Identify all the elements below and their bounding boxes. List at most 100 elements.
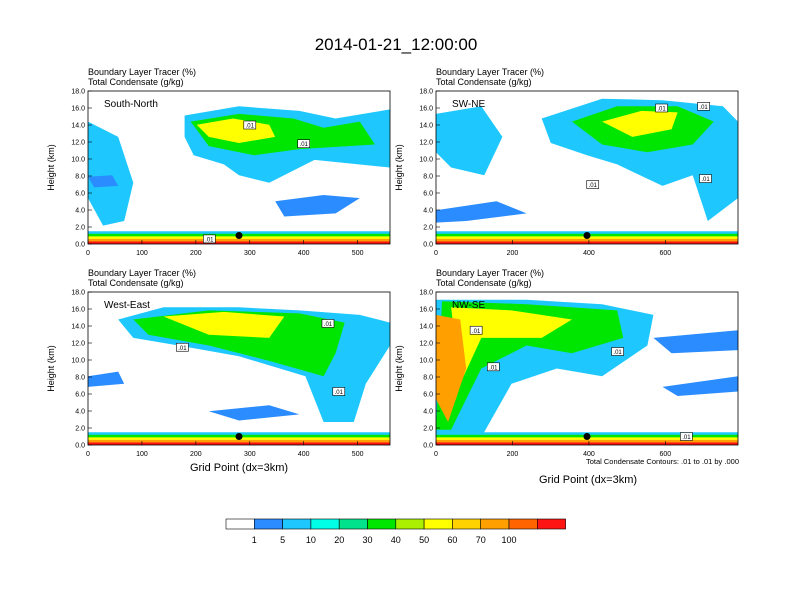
contour-label: .01 [682, 435, 691, 441]
colorbar-swatch [367, 518, 397, 530]
contour-label: .01 [472, 329, 481, 335]
y-tick-label: 18.0 [71, 290, 85, 297]
tracer-contour-band [88, 121, 134, 226]
y-tick-label: 16.0 [419, 106, 433, 113]
panel-south-north: Boundary Layer Tracer (%)Total Condensat… [46, 67, 391, 257]
y-tick-label: 0.0 [423, 242, 433, 249]
y-axis-title: Height (km) [46, 345, 56, 392]
x-axis-title-left: Grid Point (dx=3km) [190, 462, 288, 474]
y-tick-label: 6.0 [75, 392, 85, 399]
colorbar: 1 5 10 20 30 40 50 60 70 100 [225, 518, 566, 545]
y-tick-label: 18.0 [71, 89, 85, 96]
x-tick-label: 200 [507, 250, 519, 257]
y-tick-label: 4.0 [75, 208, 85, 215]
colorbar-label: 1 [252, 535, 257, 545]
contour-label-box [203, 234, 216, 244]
y-tick-label: 10.0 [419, 358, 433, 365]
y-tick-label: 10.0 [71, 358, 85, 365]
y-tick-label: 6.0 [75, 191, 85, 198]
y-tick-label: 12.0 [419, 140, 433, 147]
tracer-contour-band [163, 311, 285, 338]
colorbar-label: 5 [280, 535, 285, 545]
contour-label-box [243, 120, 257, 130]
y-tick-label: 6.0 [423, 392, 433, 399]
colorbar-swatch [423, 518, 453, 530]
x-tick-label: 200 [190, 451, 202, 458]
contour-label: .01 [613, 350, 622, 356]
plot-frame [435, 291, 739, 446]
y-tick-label: 0.0 [75, 443, 85, 450]
contour-label-box [586, 180, 600, 189]
boundary-layer-band [88, 442, 390, 445]
header-line-tracer: Boundary Layer Tracer (%) [436, 67, 544, 77]
y-tick-label: 4.0 [423, 409, 433, 416]
colorbar-label: 60 [447, 535, 457, 545]
y-tick-label: 14.0 [71, 123, 85, 130]
contour-label: .01 [657, 107, 666, 113]
colorbar-label: 20 [334, 535, 344, 545]
location-marker [235, 232, 243, 239]
contour-label: .01 [246, 124, 255, 130]
x-tick-label: 500 [352, 451, 364, 458]
colorbar-swatch [508, 518, 538, 530]
y-tick-label: 18.0 [419, 89, 433, 96]
contour-label: .01 [324, 322, 333, 328]
y-tick-label: 16.0 [71, 106, 85, 113]
contour-label: .01 [589, 183, 598, 189]
panel-sw-ne: Boundary Layer Tracer (%)Total Condensat… [394, 67, 739, 257]
colorbar-label: 30 [362, 535, 372, 545]
x-tick-label: 600 [660, 250, 672, 257]
tracer-contour-band [436, 314, 467, 422]
tracer-contour-band [88, 371, 125, 387]
colorbar-label: 100 [501, 535, 516, 545]
location-marker [583, 433, 591, 440]
colorbar-label: 10 [306, 535, 316, 545]
colorbar-swatch [338, 518, 368, 530]
header-line-condensate: Total Condensate (g/kg) [436, 278, 532, 288]
x-tick-label: 200 [507, 451, 519, 458]
x-tick-label: 200 [190, 250, 202, 257]
y-tick-label: 8.0 [423, 174, 433, 181]
x-tick-label: 600 [660, 451, 672, 458]
header-line-tracer: Boundary Layer Tracer (%) [436, 268, 544, 278]
y-tick-label: 6.0 [423, 191, 433, 198]
contour-label-box [332, 387, 346, 396]
y-tick-label: 12.0 [71, 140, 85, 147]
boundary-layer-band [88, 241, 390, 244]
colorbar-swatch [480, 518, 510, 530]
colorbar-swatch [310, 518, 340, 530]
x-tick-label: 400 [583, 250, 595, 257]
plot-frame [435, 90, 739, 245]
colorbar-swatch [452, 518, 481, 530]
x-tick-label: 500 [352, 250, 364, 257]
y-axis-title: Height (km) [394, 144, 404, 191]
tracer-contour-band [133, 310, 345, 377]
contour-label: .01 [178, 346, 187, 352]
x-tick-label: 400 [298, 250, 310, 257]
y-tick-label: 2.0 [75, 426, 85, 433]
contour-label-box [321, 319, 335, 328]
panel-label: SW-NE [452, 99, 485, 110]
x-tick-label: 0 [86, 250, 90, 257]
figure-title: 2014-01-21_12:00:00 [315, 35, 478, 54]
x-tick-label: 100 [136, 451, 148, 458]
y-tick-label: 4.0 [75, 409, 85, 416]
header-line-condensate: Total Condensate (g/kg) [436, 77, 532, 87]
contour-label-box [487, 362, 500, 372]
colorbar-swatch [395, 518, 425, 530]
colorbar-swatch [225, 518, 255, 530]
colorbar-label: 70 [476, 535, 486, 545]
tracer-contour-band [436, 201, 527, 223]
colorbar-swatch [536, 518, 566, 530]
panel-label: West-East [104, 300, 150, 311]
contour-label: .01 [489, 365, 498, 371]
tracer-contour-band [662, 376, 738, 396]
y-tick-label: 8.0 [423, 375, 433, 382]
y-axis-title: Height (km) [46, 144, 56, 191]
y-tick-label: 16.0 [419, 307, 433, 314]
y-tick-label: 0.0 [75, 242, 85, 249]
contour-label-box [297, 139, 311, 149]
colorbar-label: 40 [391, 535, 401, 545]
contour-label-box [469, 325, 483, 335]
y-tick-label: 2.0 [75, 225, 85, 232]
